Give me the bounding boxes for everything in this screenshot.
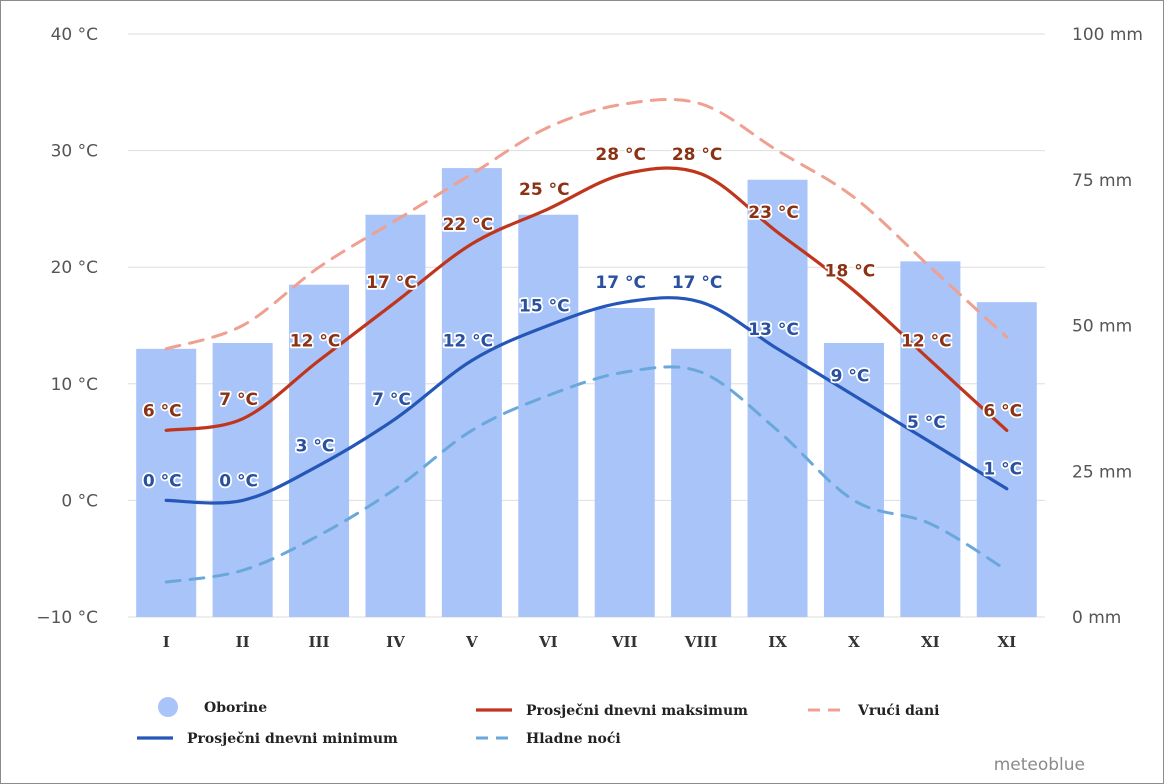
max-temperature-label: 18 °C	[825, 262, 876, 282]
left-axis-tick-label: 0 °C	[61, 491, 98, 511]
category-label: IX	[768, 633, 787, 651]
category-label: XI	[921, 633, 940, 651]
cold-nights-line	[164, 365, 1009, 584]
category-label: VIII	[684, 633, 718, 651]
category-label: XI	[997, 633, 1016, 651]
legend-min-temperature-label: Prosječni dnevni minimum	[187, 731, 398, 747]
precipitation-bar	[518, 214, 579, 618]
min-temperature-label: 13 °C	[748, 320, 799, 340]
category-label: V	[465, 633, 478, 651]
precipitation-bar	[671, 348, 732, 617]
category-label: III	[309, 633, 330, 651]
category-label: VII	[611, 633, 638, 651]
precipitation-bar	[365, 214, 426, 618]
max-temperature-label: 12 °C	[290, 331, 341, 351]
max-temperature-label: 6 °C	[143, 401, 182, 421]
max-temperature-label: 28 °C	[595, 145, 646, 165]
right-axis-ticks: 100 mm 75 mm 50 mm 25 mm 0 mm	[1072, 25, 1143, 628]
legend-precipitation-symbol	[158, 697, 178, 717]
min-temperature-label: 0 °C	[219, 471, 258, 491]
precipitation-bar	[976, 302, 1037, 617]
min-temperature-line	[164, 296, 1009, 505]
credit-text: meteoblue	[994, 755, 1085, 775]
min-temperature-label: 9 °C	[831, 366, 870, 386]
legend-hot-days-label: Vrući dani	[857, 703, 940, 719]
max-temperature-label: 7 °C	[219, 390, 258, 410]
precipitation-bar	[823, 342, 884, 617]
legend-max-temperature-label: Prosječni dnevni maksimum	[526, 703, 748, 719]
precipitation-bar	[747, 179, 808, 617]
precipitation-bars	[136, 168, 1037, 618]
left-axis-tick-label: −10 °C	[36, 608, 98, 628]
min-temperature-label: 15 °C	[519, 297, 570, 317]
left-axis-tick-label: 20 °C	[51, 258, 98, 278]
category-label: X	[848, 633, 860, 651]
temperature-lines	[164, 97, 1009, 584]
data-labels: 6 °C 7 °C 12 °C 17 °C 22 °C 25 °C 28 °C 28 °C 23…	[141, 143, 1024, 493]
min-temperature-label: 5 °C	[907, 413, 946, 433]
max-temperature-line	[164, 166, 1009, 433]
right-axis-tick-label: 25 mm	[1072, 462, 1132, 482]
right-axis-tick-label: 50 mm	[1072, 317, 1132, 337]
min-temperature-label: 0 °C	[143, 471, 182, 491]
precipitation-bar	[441, 168, 502, 617]
right-axis-tick-label: 75 mm	[1072, 171, 1132, 191]
min-temperature-label: 7 °C	[372, 390, 411, 410]
precipitation-bar	[594, 308, 655, 617]
legend: Oborine Prosječni dnevni maksimum Vrući da…	[137, 697, 940, 747]
min-temperature-label: 17 °C	[595, 273, 646, 293]
max-temperature-label: 12 °C	[901, 331, 952, 351]
right-axis-tick-label: 100 mm	[1072, 25, 1143, 45]
right-axis-tick-label: 0 mm	[1072, 608, 1121, 628]
precipitation-bar	[900, 261, 961, 617]
max-temperature-label: 6 °C	[983, 401, 1022, 421]
min-temperature-label: 3 °C	[296, 436, 335, 456]
hot-days-line	[164, 97, 1009, 351]
left-axis-ticks: 40 °C 30 °C 20 °C 10 °C 0 °C −10 °C	[36, 25, 98, 628]
left-axis-tick-label: 10 °C	[51, 375, 98, 395]
category-labels: I II III IV V VI VII VIII IX X XI XI	[163, 633, 1016, 651]
precipitation-bar	[136, 348, 197, 617]
category-label: II	[236, 633, 250, 651]
max-temperature-label: 23 °C	[748, 203, 799, 223]
max-temperature-label: 25 °C	[519, 180, 570, 200]
category-label: IV	[386, 633, 405, 651]
left-axis-tick-label: 30 °C	[51, 142, 98, 162]
max-temperature-label: 22 °C	[443, 215, 494, 235]
min-temperature-label: 17 °C	[672, 273, 723, 293]
max-temperature-label: 28 °C	[672, 145, 723, 165]
min-temperature-label: 12 °C	[443, 331, 494, 351]
left-axis-tick-label: 40 °C	[51, 25, 98, 45]
max-temperature-label: 17 °C	[366, 273, 417, 293]
legend-precipitation-label: Oborine	[204, 700, 267, 716]
legend-cold-nights-label: Hladne noći	[526, 731, 621, 747]
grid-lines	[128, 33, 1045, 618]
category-label: I	[163, 633, 170, 651]
precipitation-bar	[289, 284, 350, 617]
category-label: VI	[538, 633, 558, 651]
min-temperature-label: 1 °C	[983, 460, 1022, 480]
